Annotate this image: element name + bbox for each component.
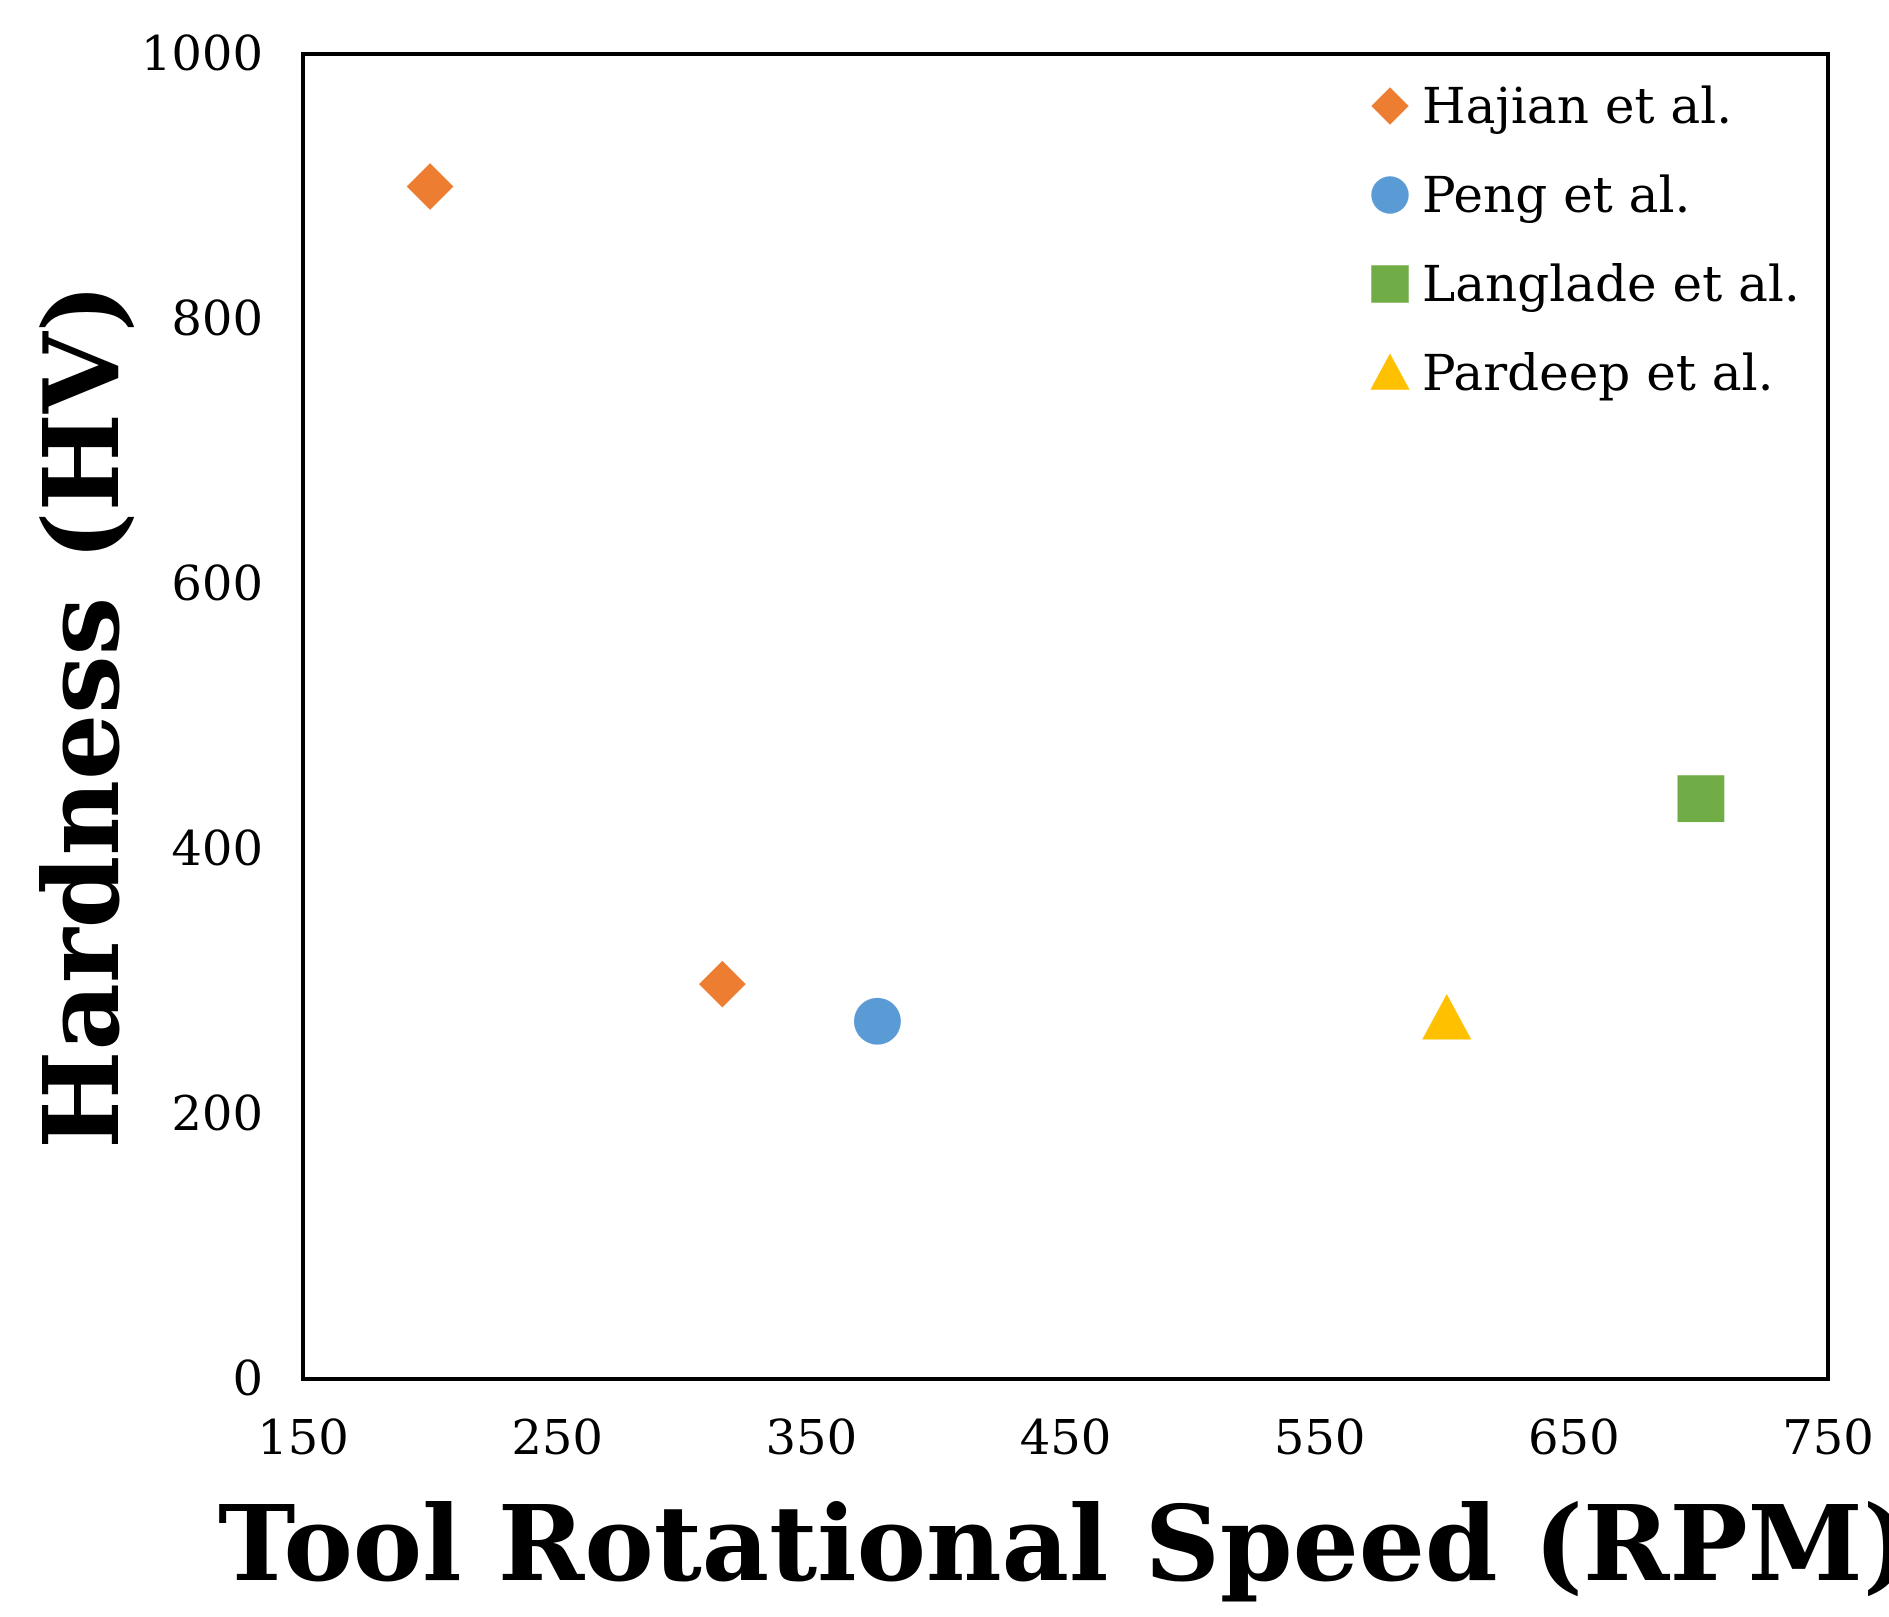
x-tick-label: 250 [511, 1410, 603, 1466]
x-tick-label: 650 [1528, 1410, 1620, 1466]
y-tick-label: 0 [232, 1351, 263, 1407]
x-axis-title: Tool Rotational Speed (RPM) [218, 1482, 1889, 1605]
y-tick-label: 600 [171, 556, 263, 612]
x-tick-label: 350 [766, 1410, 858, 1466]
data-point [854, 997, 901, 1045]
x-tick-label: 550 [1274, 1410, 1366, 1466]
legend-marker [1371, 176, 1409, 214]
y-tick-label: 400 [171, 821, 263, 877]
x-tick-label: 750 [1782, 1410, 1874, 1466]
data-point [406, 163, 454, 210]
legend-marker [1371, 265, 1409, 303]
data-points [406, 163, 1725, 1045]
data-point [1677, 775, 1725, 823]
legend-marker [1371, 87, 1409, 125]
y-tick-label: 1000 [141, 26, 263, 82]
legend: Hajian et al. Peng et al. Langlade et al. P… [1370, 77, 1800, 402]
legend-label: Langlade et al. [1422, 255, 1800, 313]
y-axis-ticks: 0 200 400 600 800 1000 [141, 26, 263, 1407]
x-axis-ticks: 150 250 350 450 550 650 750 [257, 1410, 1874, 1466]
plot-area-frame [301, 52, 1830, 1381]
y-axis-title: Hardness (HV) [20, 283, 143, 1149]
x-tick-label: 150 [257, 1410, 349, 1466]
legend-label: Pardeep et al. [1422, 344, 1773, 402]
y-tick-label: 200 [171, 1086, 263, 1142]
legend-label: Hajian et al. [1422, 77, 1732, 135]
y-tick-label: 800 [171, 291, 263, 347]
legend-label: Peng et al. [1422, 166, 1690, 224]
data-point [698, 960, 746, 1008]
legend-marker [1370, 353, 1410, 390]
x-tick-label: 450 [1020, 1410, 1112, 1466]
data-point [1422, 994, 1472, 1040]
